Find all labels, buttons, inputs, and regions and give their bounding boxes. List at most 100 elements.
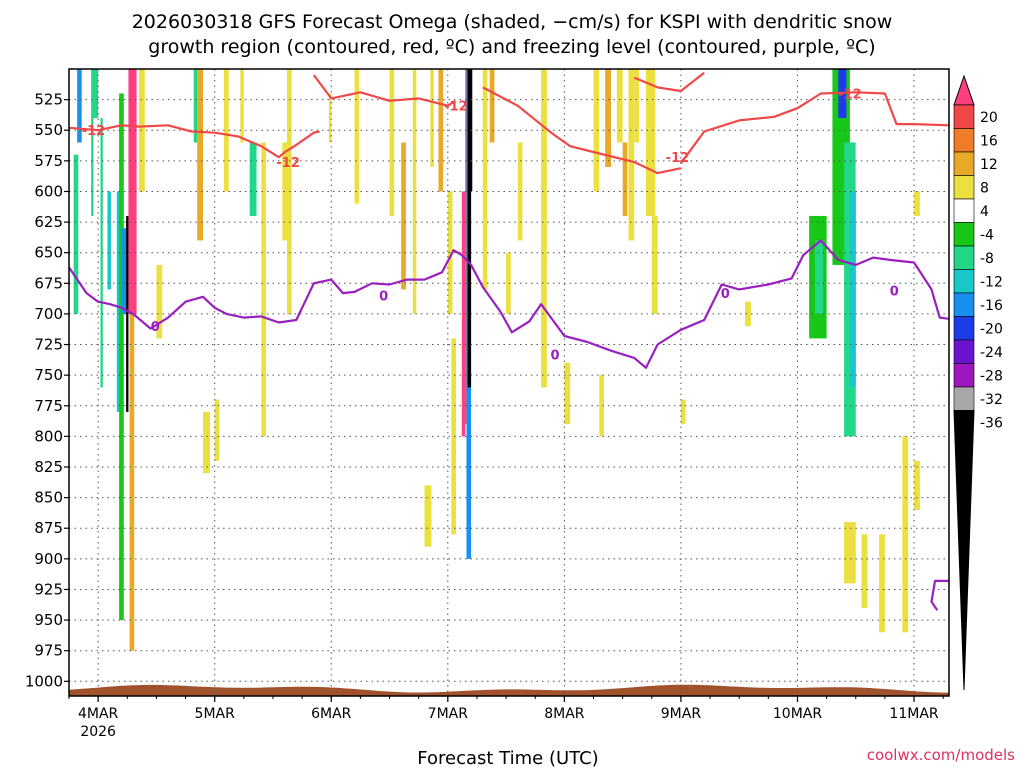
freezing-level-line [930,579,949,611]
omega-cell [233,387,237,559]
omega-cell [605,69,611,167]
omega-cell [914,191,920,216]
omega-cell [768,387,775,412]
dgz-contour-label: -12 [82,124,106,139]
x-tick-label: 7MAR [428,706,469,722]
omega-cell [651,215,658,314]
y-tick-label: 675 [34,274,63,292]
omega-cell [593,69,600,192]
omega-cell [401,142,406,290]
pressure-gridlines [69,69,949,696]
y-tick-label: 525 [34,91,63,109]
omega-cell [451,338,456,535]
terrain-surface [69,684,949,696]
omega-cell [814,240,824,314]
colorbar-label: -20 [980,322,1003,338]
freezing-contour-label: 0 [890,285,899,300]
freezing-contour-label: 0 [151,320,160,335]
omega-cell [441,240,448,559]
omega-cell [890,240,909,314]
omega-cell [465,69,467,425]
y-tick-label: 750 [34,366,63,384]
dgz-contour-label: -12 [276,156,300,171]
omega-cell [112,69,117,241]
omega-cell [307,69,313,265]
colorbar-bin [953,151,975,176]
omega-cell [902,436,909,633]
omega-cell [622,142,628,216]
chart-title-line-1: 2026030318 GFS Forecast Omega (shaded, −… [132,11,893,33]
omega-cell [890,69,903,94]
omega-cell [395,215,401,559]
omega-cell [849,191,856,388]
omega-cell [193,69,198,143]
dgz-contour-line [680,91,949,164]
x-tick-label: 4MAR [78,706,119,722]
colorbar-bin [953,339,975,364]
terrain-fill [69,684,949,696]
freezing-contour-label: 0 [379,290,388,305]
y-tick-label: 875 [34,519,63,537]
colorbar-label: 12 [980,157,998,173]
omega-cell [240,69,244,143]
omega-cell [377,362,383,535]
y-tick-label: 575 [34,152,63,170]
omega-cell [340,313,346,559]
omega-cell [546,264,553,363]
x-axis-label: Forecast Time (UTC) [417,748,598,768]
omega-cell [412,69,417,314]
omega-cell [102,93,110,535]
y-tick-label: 775 [34,397,63,415]
dgz-contour-label: -12 [444,100,468,115]
omega-cell [616,69,623,143]
colorbar-legend: 20 16 12 8 4 -4 -8 -12 -16 -20 -24 -28 -32 -36 [953,74,1003,691]
credit-text: coolwx.com/models [867,746,1015,764]
omega-cell [69,81,81,633]
temperature-contours: -12 -12 -12 -12 -12 0 0 0 0 0 [69,71,949,611]
y-tick-label: 975 [34,642,63,660]
y-tick-label: 800 [34,427,63,445]
omega-shading [69,69,949,651]
y-tick-label: 925 [34,580,63,598]
omega-cell [228,313,234,535]
omega-cell [471,191,476,584]
omega-cell [249,142,257,216]
omega-cell [224,69,229,192]
omega-cell [564,362,571,425]
omega-cell [256,69,262,621]
colorbar-label: -24 [980,345,1003,361]
x-tick-label: 9MAR [661,706,702,722]
omega-cell [270,424,273,486]
omega-cell [461,191,466,437]
x-axis-ticks: 4MAR 2026 5MAR 6MAR 7MAR 8MAR 9MAR 10MAR 11MAR [68,696,944,740]
dgz-contour-line [633,71,705,93]
y-tick-label: 950 [34,611,63,629]
omega-cell [189,93,194,608]
omega-cell [424,485,432,547]
freezing-level-line [69,239,949,369]
omega-cell [73,154,79,314]
omega-cell [844,522,856,584]
omega-cell [81,69,89,559]
freezing-contour-label: 0 [551,348,560,363]
colorbar-bin [953,198,975,223]
y-tick-label: 850 [34,489,63,507]
y-axis-ticks: 525 550 575 600 625 650 675 700 725 750 775 800 825 8… [25,91,69,690]
colorbar-bin [953,104,975,129]
x-tick-year: 2026 [80,724,116,740]
omega-cell [482,69,488,290]
colorbar-bin [953,128,975,153]
omega-cell [475,313,481,535]
dgz-contour-line [69,124,320,159]
omega-cell [867,240,880,314]
omega-cell [389,69,395,216]
omega-cell [214,399,220,461]
omega-cell [119,93,124,621]
omega-cell [908,240,920,314]
omega-cell [197,69,204,241]
y-tick-label: 550 [34,121,63,139]
omega-cell [879,534,885,633]
omega-cell [438,69,444,192]
y-tick-label: 700 [34,305,63,323]
